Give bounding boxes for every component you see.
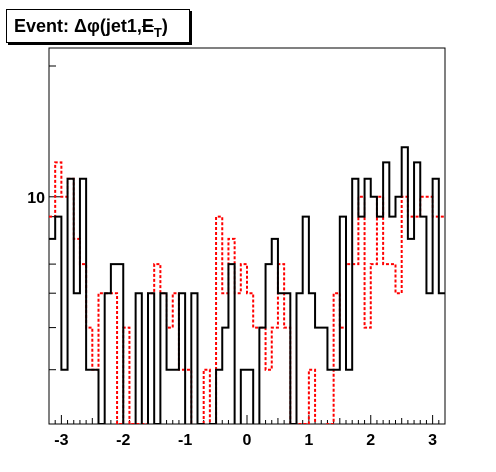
title-box: Event: Δφ(jet1,ET) bbox=[6, 9, 190, 43]
series-line-dashed bbox=[49, 161, 445, 424]
x-tick-label: -3 bbox=[54, 432, 68, 449]
chart-title: Event: Δφ(jet1,ET) bbox=[14, 16, 168, 43]
x-tick-label: 1 bbox=[304, 432, 313, 449]
title-suffix: ) bbox=[161, 16, 168, 36]
title-prefix: Event: bbox=[14, 16, 75, 36]
y-tick-label: 10 bbox=[27, 190, 45, 207]
x-tick-label: 2 bbox=[366, 432, 375, 449]
title-met-sub: T bbox=[153, 25, 162, 40]
x-tick-label: -2 bbox=[116, 432, 130, 449]
x-tick-label: 0 bbox=[243, 432, 252, 449]
title-symbol: Δφ bbox=[74, 16, 100, 36]
x-tick-label: -1 bbox=[178, 432, 192, 449]
title-body: (jet1, bbox=[99, 16, 142, 36]
series-line-solid bbox=[49, 146, 445, 424]
plot-frame bbox=[48, 47, 446, 425]
title-met: E bbox=[141, 16, 154, 36]
x-tick-label: 3 bbox=[428, 432, 437, 449]
